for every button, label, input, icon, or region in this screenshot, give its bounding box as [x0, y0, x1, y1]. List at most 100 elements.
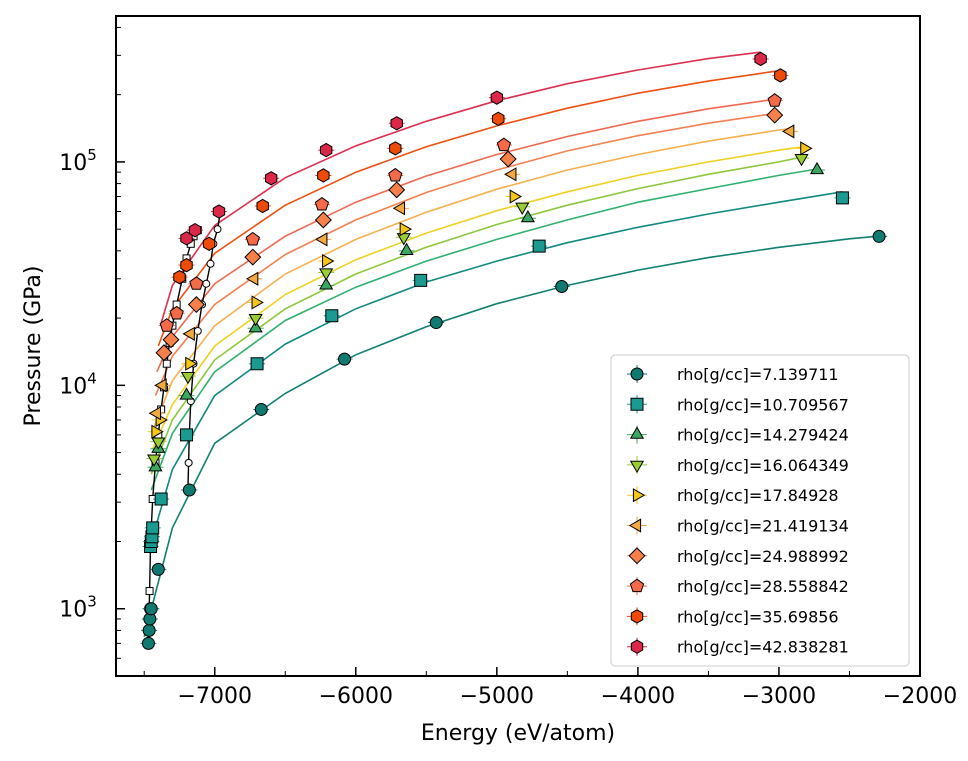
data-point-series-5 — [251, 295, 264, 310]
data-point-series-3 — [248, 320, 263, 333]
data-point-series-4 — [515, 202, 530, 215]
data-point-series-5 — [151, 424, 164, 439]
data-point-series-8 — [245, 231, 260, 246]
data-point-series-7 — [155, 344, 173, 362]
legend-marker — [629, 578, 645, 593]
data-point-series-5 — [509, 189, 522, 204]
y-tick-label: 105 — [59, 146, 97, 176]
data-point-series-10 — [390, 116, 403, 131]
fit-curve-6 — [153, 127, 791, 428]
y-axis-label: Pressure (GPa) — [21, 266, 46, 427]
legend-label: rho[g/cc]=28.558842 — [677, 577, 849, 596]
data-point-series-8 — [169, 305, 184, 320]
data-point-series-4 — [794, 154, 809, 167]
plot-frame — [115, 15, 921, 677]
data-point-series-6 — [148, 406, 162, 421]
data-point-series-4 — [319, 268, 334, 281]
data-point-series-2 — [180, 428, 194, 442]
data-point-series-7 — [766, 106, 784, 124]
data-point-series-9 — [256, 198, 269, 214]
data-point-series-3 — [179, 387, 194, 400]
data-point-series-1 — [144, 602, 158, 616]
fit-curve-1 — [143, 235, 878, 637]
data-point-series-9 — [774, 68, 787, 83]
data-point-series-5 — [185, 356, 198, 371]
legend-marker — [632, 488, 646, 503]
data-point-series-8 — [767, 93, 782, 107]
data-point-series-3 — [809, 161, 825, 175]
x-tick-label: −6000 — [319, 684, 393, 709]
isotherm-point — [145, 587, 154, 596]
data-point-series-7 — [244, 248, 262, 266]
data-point-series-7 — [187, 296, 205, 314]
isotherm-point — [184, 458, 193, 467]
legend-marker — [629, 460, 645, 474]
data-point-series-6 — [182, 326, 195, 341]
data-point-series-6 — [504, 167, 517, 182]
isotherm-point — [206, 259, 215, 268]
data-point-series-7 — [162, 331, 180, 349]
data-point-series-2 — [325, 309, 339, 323]
legend-label: rho[g/cc]=24.988992 — [677, 547, 849, 566]
isotherm-point — [162, 359, 171, 368]
legend-label: rho[g/cc]=16.064349 — [677, 456, 849, 475]
y-tick-label: 103 — [59, 593, 97, 623]
data-point-series-8 — [496, 137, 512, 152]
data-point-series-4 — [151, 437, 166, 450]
data-point-series-2 — [414, 273, 428, 287]
data-point-series-4 — [180, 371, 196, 385]
data-point-series-9 — [389, 141, 402, 156]
data-point-series-2 — [532, 239, 546, 253]
x-tick-label: −7000 — [178, 684, 252, 709]
data-point-series-7 — [499, 150, 517, 168]
legend-label: rho[g/cc]=35.69856 — [677, 607, 839, 626]
data-point-series-8 — [314, 196, 330, 211]
data-point-series-10 — [319, 142, 333, 158]
data-point-series-9 — [317, 168, 330, 183]
x-tick-label: −5000 — [460, 684, 534, 709]
data-point-series-2 — [835, 191, 849, 205]
x-tick-label: −4000 — [601, 684, 675, 709]
data-point-series-10 — [212, 204, 226, 219]
data-point-series-1 — [151, 562, 165, 576]
fit-curve-10 — [160, 51, 761, 324]
data-point-series-9 — [202, 236, 216, 251]
legend-label: rho[g/cc]=7.139711 — [677, 365, 839, 384]
legend-marker — [628, 547, 646, 565]
legend-label: rho[g/cc]=21.419134 — [677, 517, 849, 536]
data-point-series-6 — [315, 232, 328, 247]
legend: rho[g/cc]=7.139711 rho[g/cc]=10.709567 rho… — [610, 354, 910, 667]
data-point-series-8 — [388, 167, 403, 182]
data-point-series-1 — [182, 483, 196, 497]
data-point-series-6 — [392, 201, 406, 216]
data-point-series-2 — [146, 521, 160, 535]
data-point-series-8 — [159, 318, 174, 332]
legend-marker — [630, 609, 644, 624]
legend-label: rho[g/cc]=10.709567 — [677, 395, 849, 414]
legend-label: rho[g/cc]=14.279424 — [677, 426, 849, 445]
legend-marker — [629, 426, 645, 439]
data-point-series-1 — [555, 279, 569, 293]
data-point-series-5 — [800, 141, 813, 156]
x-tick-label: −2000 — [883, 684, 957, 709]
data-point-series-10 — [754, 51, 767, 67]
data-point-series-3 — [148, 459, 163, 472]
legend-marker — [630, 639, 644, 654]
legend-label: rho[g/cc]=42.838281 — [677, 638, 849, 657]
x-axis-label: Energy (eV/atom) — [421, 721, 615, 746]
data-point-series-9 — [492, 111, 505, 126]
legend-marker — [628, 518, 642, 533]
data-point-series-6 — [154, 378, 167, 393]
fit-curve-5 — [151, 145, 805, 450]
x-axis-ticks: −7000 −6000 −5000 −4000 −3000 −2000 — [143, 667, 957, 709]
data-point-series-4 — [248, 313, 263, 327]
data-point-series-1 — [142, 623, 156, 637]
y-axis-ticks: 103 104 105 — [59, 26, 125, 677]
data-points — [140, 51, 888, 650]
data-point-series-1 — [429, 316, 443, 330]
data-point-series-6 — [782, 124, 795, 139]
data-point-series-7 — [314, 211, 332, 229]
data-point-series-3 — [520, 209, 535, 223]
legend-marker — [630, 397, 644, 411]
